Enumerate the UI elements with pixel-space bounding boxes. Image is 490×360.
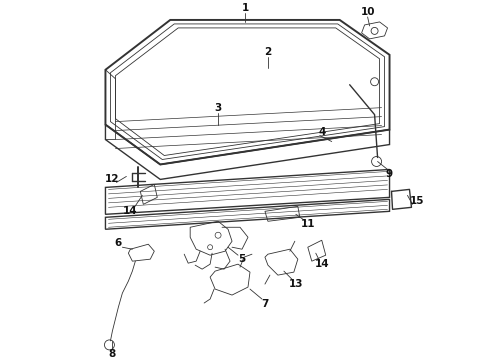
Text: 11: 11	[300, 219, 315, 229]
Text: 14: 14	[123, 206, 138, 216]
Text: 4: 4	[318, 127, 325, 136]
Text: 5: 5	[238, 254, 245, 264]
Text: 3: 3	[215, 103, 221, 113]
Text: 10: 10	[360, 7, 375, 17]
Text: 1: 1	[242, 3, 248, 13]
Text: 9: 9	[386, 170, 393, 179]
Text: 7: 7	[261, 299, 269, 309]
Text: 2: 2	[264, 47, 271, 57]
Text: 12: 12	[105, 175, 120, 184]
Text: 8: 8	[109, 349, 116, 359]
Text: 6: 6	[115, 238, 122, 248]
Text: 15: 15	[410, 196, 425, 206]
Text: 13: 13	[289, 279, 303, 289]
Text: 14: 14	[315, 259, 329, 269]
